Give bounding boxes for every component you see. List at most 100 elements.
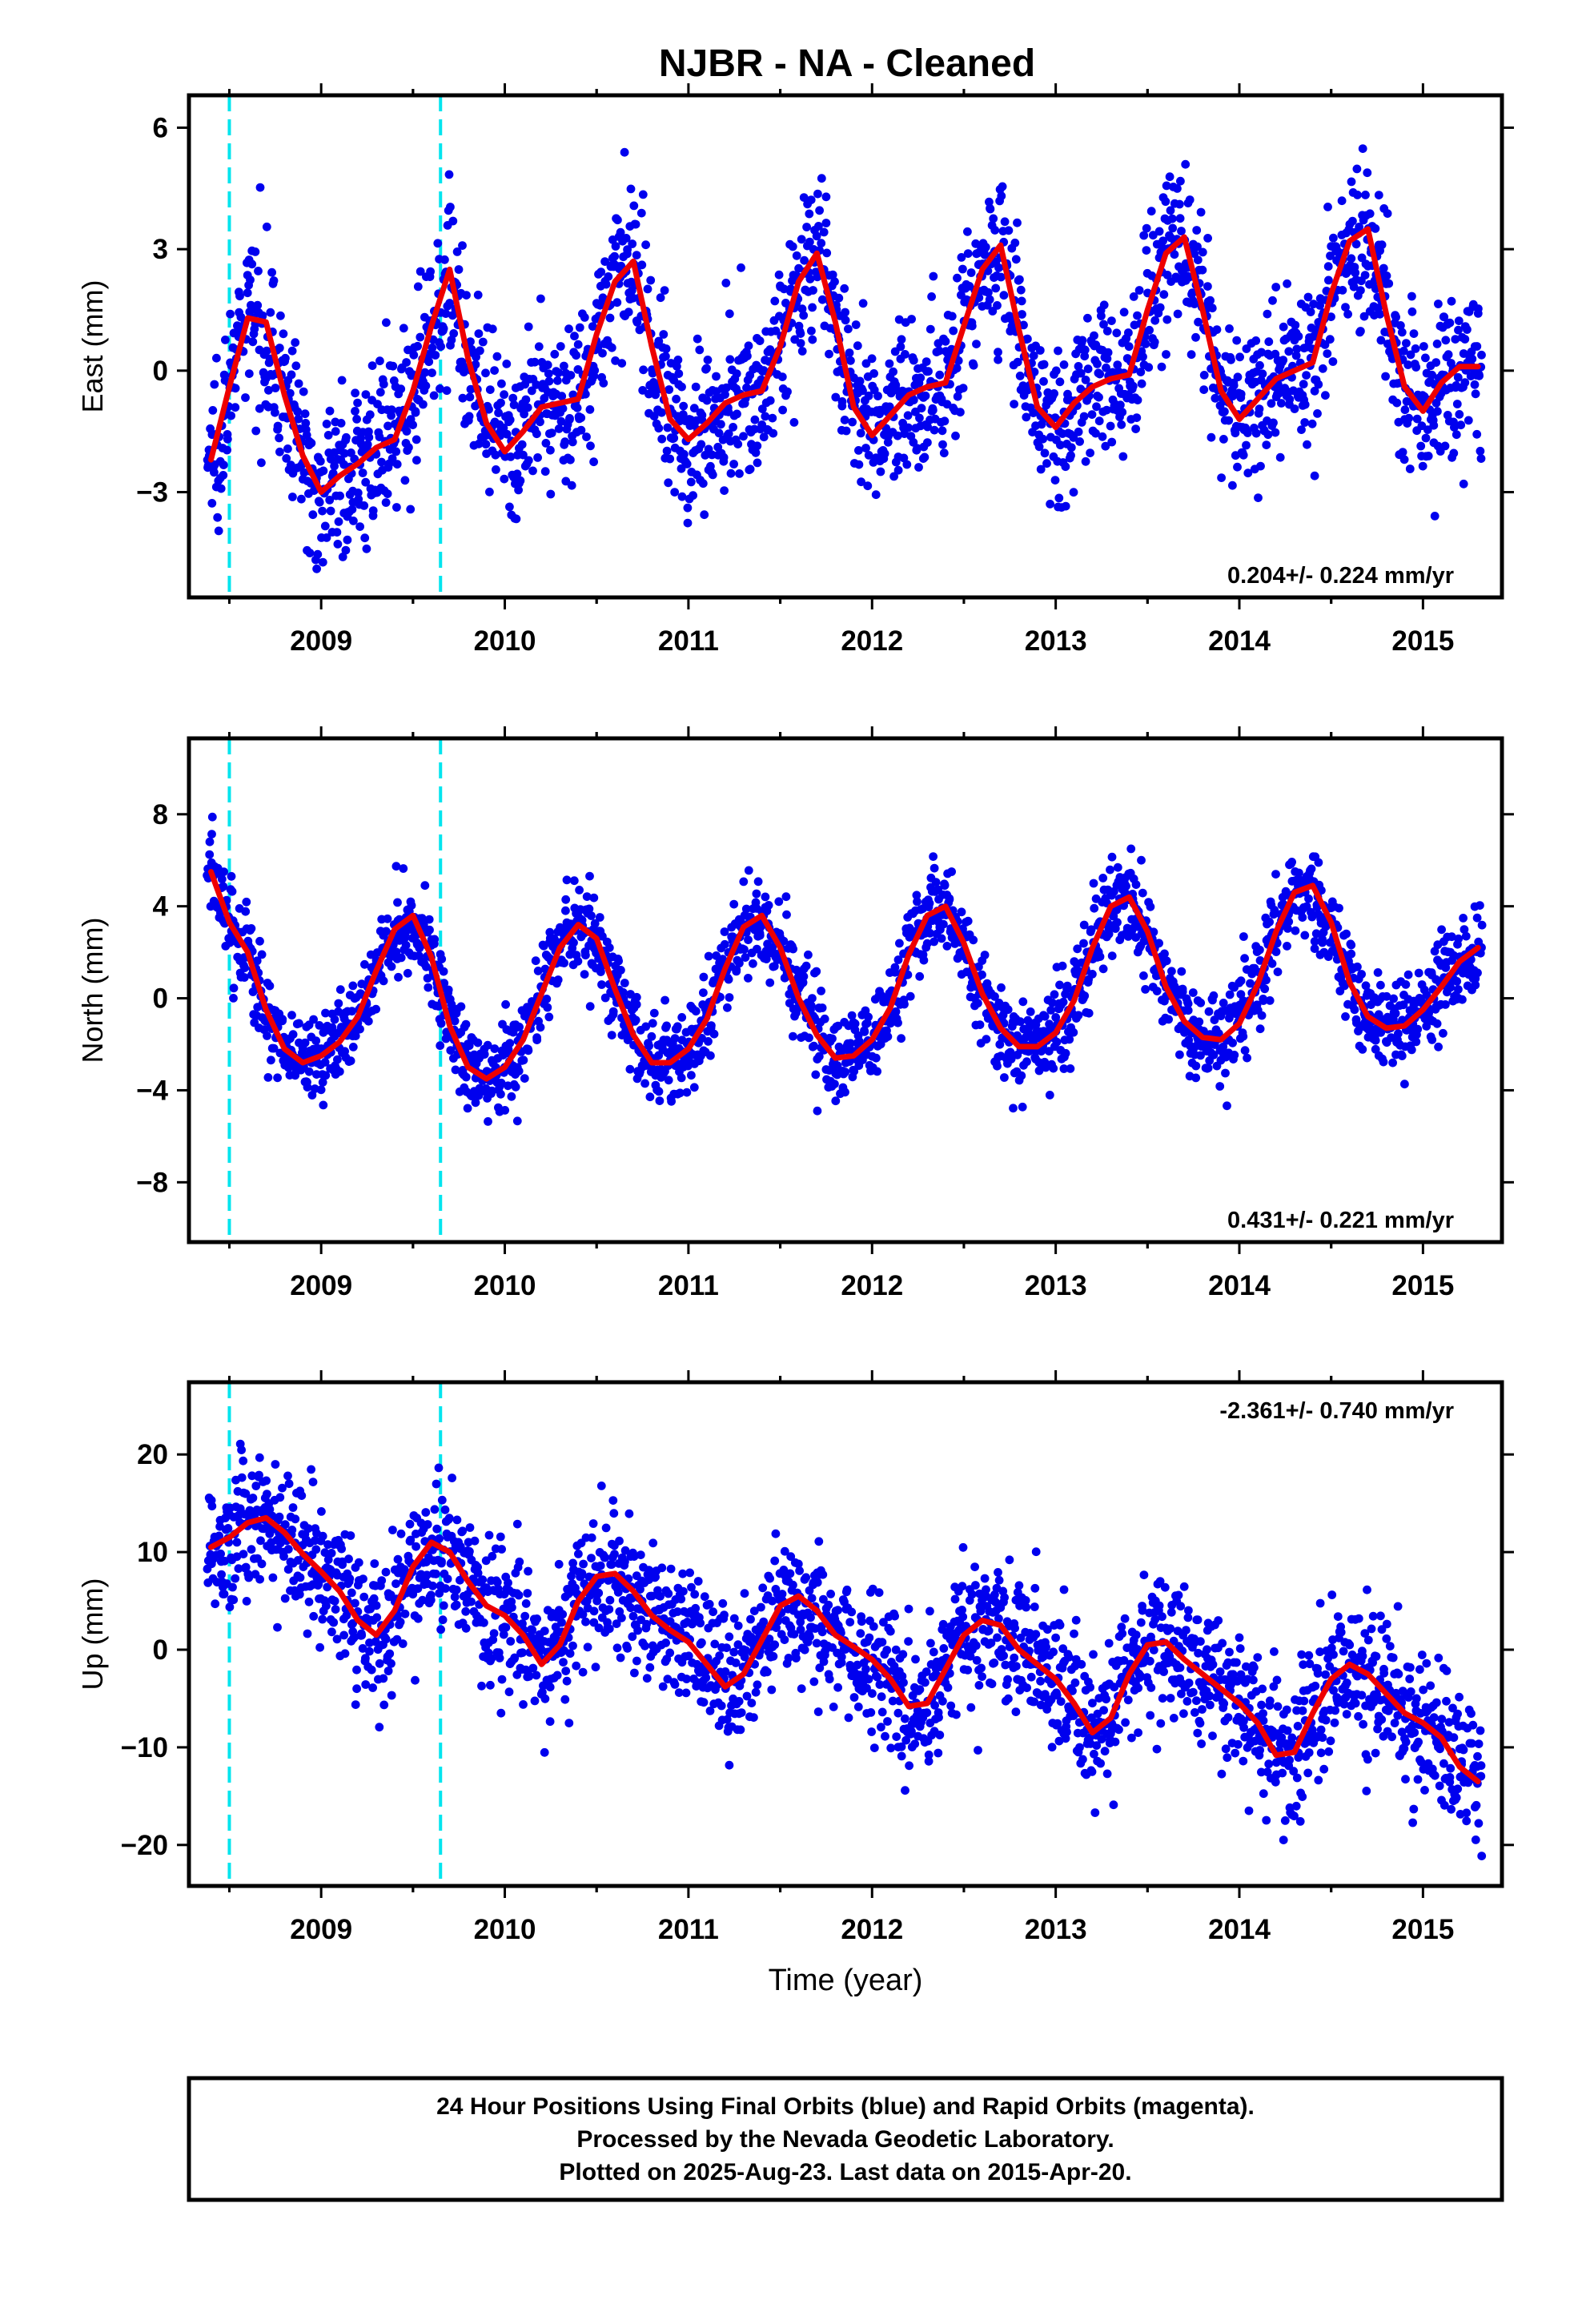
data-point bbox=[1131, 424, 1140, 433]
data-point bbox=[1413, 1024, 1423, 1034]
data-point bbox=[1432, 340, 1442, 348]
data-point bbox=[566, 455, 575, 464]
data-point bbox=[1049, 1063, 1058, 1073]
data-point bbox=[1311, 929, 1321, 939]
data-point bbox=[724, 975, 733, 984]
data-point bbox=[871, 490, 881, 500]
data-point bbox=[246, 275, 255, 284]
data-point bbox=[657, 434, 667, 444]
data-point bbox=[947, 312, 957, 321]
data-point bbox=[737, 263, 745, 272]
data-point bbox=[1265, 917, 1274, 927]
data-point bbox=[686, 477, 696, 487]
data-point bbox=[227, 411, 235, 420]
data-point bbox=[799, 971, 809, 981]
data-point bbox=[902, 460, 912, 469]
data-point bbox=[1010, 400, 1018, 408]
data-point bbox=[741, 953, 750, 962]
data-point bbox=[1141, 985, 1150, 994]
data-point bbox=[856, 428, 865, 438]
data-point bbox=[351, 388, 359, 398]
data-point bbox=[1371, 1035, 1380, 1045]
data-point bbox=[725, 355, 735, 364]
data-point bbox=[371, 1004, 380, 1014]
data-point bbox=[1144, 363, 1154, 372]
data-point bbox=[553, 376, 562, 385]
data-point bbox=[520, 409, 528, 419]
data-point bbox=[531, 956, 540, 966]
data-point bbox=[1295, 868, 1303, 878]
data-point bbox=[940, 416, 950, 426]
data-point bbox=[229, 983, 239, 993]
data-point bbox=[496, 1078, 506, 1088]
data-point bbox=[1283, 279, 1291, 288]
data-point bbox=[1018, 997, 1028, 1007]
data-point bbox=[1055, 377, 1065, 387]
data-point bbox=[419, 920, 428, 930]
data-point bbox=[205, 837, 215, 846]
data-point bbox=[1080, 345, 1090, 355]
data-point bbox=[466, 384, 476, 394]
data-point bbox=[972, 340, 981, 348]
data-point bbox=[750, 415, 760, 424]
data-point bbox=[1086, 925, 1096, 935]
data-point bbox=[753, 458, 762, 468]
data-point bbox=[1459, 914, 1468, 923]
data-point bbox=[1326, 251, 1335, 260]
data-point bbox=[940, 880, 950, 890]
data-point bbox=[1403, 360, 1413, 369]
data-point bbox=[1434, 1042, 1443, 1051]
data-point bbox=[1468, 354, 1477, 364]
data-point bbox=[752, 889, 761, 899]
data-point bbox=[1454, 316, 1464, 325]
data-point bbox=[241, 393, 250, 402]
data-point bbox=[473, 1038, 483, 1047]
data-point bbox=[1233, 372, 1243, 382]
data-point bbox=[1181, 159, 1191, 169]
data-point bbox=[1357, 253, 1367, 263]
data-point bbox=[913, 444, 921, 453]
data-point bbox=[576, 425, 586, 435]
data-point bbox=[661, 344, 671, 353]
data-point bbox=[1455, 410, 1464, 419]
data-point bbox=[1045, 1091, 1054, 1100]
data-point bbox=[1170, 250, 1179, 259]
data-point bbox=[1051, 366, 1061, 376]
data-point bbox=[572, 351, 580, 360]
data-point bbox=[533, 967, 543, 975]
data-point bbox=[1400, 1080, 1409, 1089]
data-point bbox=[343, 535, 352, 545]
data-point bbox=[1447, 932, 1456, 942]
data-point bbox=[362, 544, 371, 553]
data-point bbox=[393, 898, 402, 907]
data-point bbox=[896, 342, 905, 352]
data-point bbox=[1335, 903, 1343, 913]
data-point bbox=[931, 878, 941, 887]
data-point bbox=[1069, 488, 1078, 497]
data-point bbox=[1087, 410, 1097, 419]
data-point bbox=[239, 973, 249, 982]
data-point bbox=[291, 1514, 300, 1524]
data-point bbox=[1094, 392, 1103, 402]
data-point bbox=[1106, 865, 1114, 875]
data-point bbox=[851, 320, 861, 329]
data-point bbox=[251, 426, 261, 436]
data-point bbox=[649, 412, 659, 421]
data-point bbox=[318, 1078, 327, 1087]
data-point bbox=[1095, 952, 1105, 961]
data-point bbox=[268, 1573, 278, 1582]
data-point bbox=[287, 346, 297, 356]
data-point bbox=[406, 505, 416, 514]
data-point bbox=[502, 429, 512, 439]
data-point bbox=[1155, 303, 1165, 312]
data-point bbox=[1191, 332, 1200, 342]
data-point bbox=[262, 346, 271, 356]
chart-title: NJBR - NA - Cleaned bbox=[659, 42, 1035, 85]
data-point bbox=[565, 415, 574, 424]
data-point bbox=[607, 1031, 616, 1039]
data-point bbox=[1243, 428, 1252, 437]
data-point bbox=[263, 1031, 271, 1040]
data-point bbox=[568, 437, 577, 447]
data-point bbox=[1164, 1015, 1173, 1024]
